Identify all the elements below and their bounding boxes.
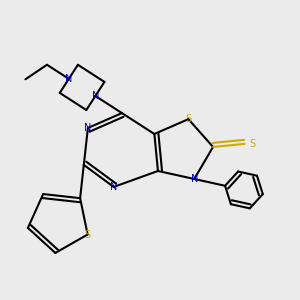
Text: N: N — [92, 91, 99, 101]
Text: N: N — [65, 74, 73, 84]
Text: S: S — [250, 139, 256, 149]
Text: S: S — [185, 114, 191, 124]
Text: N: N — [84, 123, 92, 133]
Text: S: S — [85, 230, 91, 239]
Text: N: N — [190, 174, 198, 184]
Text: N: N — [110, 182, 117, 192]
